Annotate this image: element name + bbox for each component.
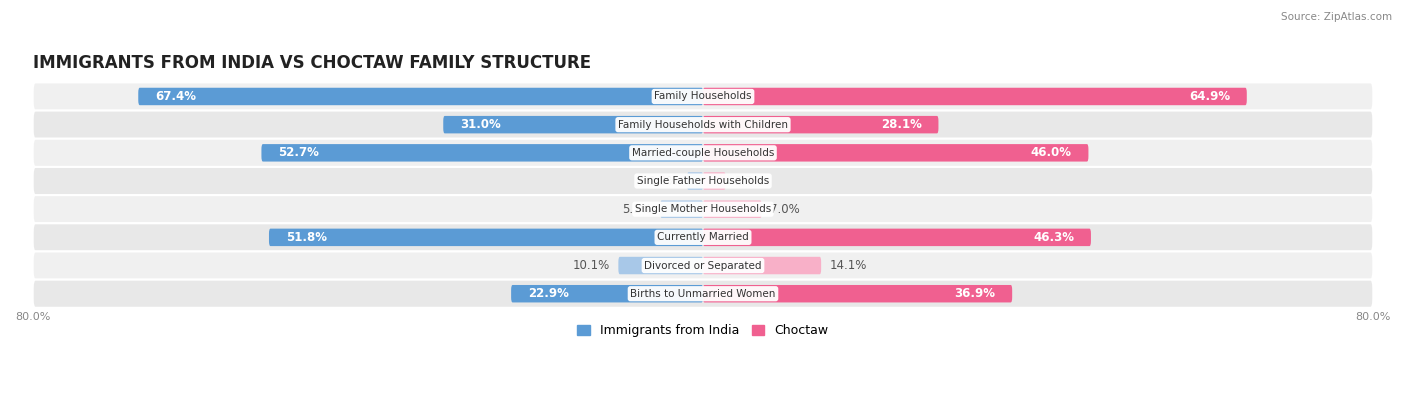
Text: 52.7%: 52.7% <box>278 146 319 159</box>
Text: Currently Married: Currently Married <box>657 232 749 243</box>
Text: 14.1%: 14.1% <box>830 259 868 272</box>
Text: 51.8%: 51.8% <box>285 231 326 244</box>
FancyBboxPatch shape <box>661 200 703 218</box>
FancyBboxPatch shape <box>619 257 703 274</box>
Text: 10.1%: 10.1% <box>572 259 610 272</box>
Text: 22.9%: 22.9% <box>527 287 569 300</box>
FancyBboxPatch shape <box>32 139 1374 167</box>
Text: Source: ZipAtlas.com: Source: ZipAtlas.com <box>1281 12 1392 22</box>
Legend: Immigrants from India, Choctaw: Immigrants from India, Choctaw <box>572 319 834 342</box>
Text: 7.0%: 7.0% <box>770 203 800 216</box>
FancyBboxPatch shape <box>269 229 703 246</box>
Text: Divorced or Separated: Divorced or Separated <box>644 261 762 271</box>
Text: Family Households with Children: Family Households with Children <box>619 120 787 130</box>
FancyBboxPatch shape <box>703 172 725 190</box>
FancyBboxPatch shape <box>262 144 703 162</box>
Text: 67.4%: 67.4% <box>155 90 195 103</box>
FancyBboxPatch shape <box>32 280 1374 308</box>
Text: 5.1%: 5.1% <box>621 203 652 216</box>
FancyBboxPatch shape <box>703 200 762 218</box>
Text: Married-couple Households: Married-couple Households <box>631 148 775 158</box>
Text: 28.1%: 28.1% <box>880 118 922 131</box>
FancyBboxPatch shape <box>32 83 1374 111</box>
Text: IMMIGRANTS FROM INDIA VS CHOCTAW FAMILY STRUCTURE: IMMIGRANTS FROM INDIA VS CHOCTAW FAMILY … <box>32 55 591 73</box>
FancyBboxPatch shape <box>443 116 703 134</box>
FancyBboxPatch shape <box>703 88 1247 105</box>
Text: Single Father Households: Single Father Households <box>637 176 769 186</box>
FancyBboxPatch shape <box>32 167 1374 195</box>
Text: 46.3%: 46.3% <box>1033 231 1074 244</box>
FancyBboxPatch shape <box>703 285 1012 303</box>
Text: 36.9%: 36.9% <box>955 287 995 300</box>
FancyBboxPatch shape <box>688 172 703 190</box>
FancyBboxPatch shape <box>32 223 1374 252</box>
FancyBboxPatch shape <box>703 144 1088 162</box>
Text: Single Mother Households: Single Mother Households <box>636 204 770 214</box>
Text: Births to Unmarried Women: Births to Unmarried Women <box>630 289 776 299</box>
Text: 31.0%: 31.0% <box>460 118 501 131</box>
FancyBboxPatch shape <box>512 285 703 303</box>
Text: Family Households: Family Households <box>654 92 752 102</box>
FancyBboxPatch shape <box>703 116 938 134</box>
Text: 1.9%: 1.9% <box>648 175 679 188</box>
FancyBboxPatch shape <box>703 229 1091 246</box>
FancyBboxPatch shape <box>32 195 1374 223</box>
FancyBboxPatch shape <box>703 257 821 274</box>
FancyBboxPatch shape <box>138 88 703 105</box>
Text: 46.0%: 46.0% <box>1031 146 1071 159</box>
FancyBboxPatch shape <box>32 252 1374 280</box>
FancyBboxPatch shape <box>32 111 1374 139</box>
Text: 2.7%: 2.7% <box>734 175 763 188</box>
Text: 64.9%: 64.9% <box>1189 90 1230 103</box>
